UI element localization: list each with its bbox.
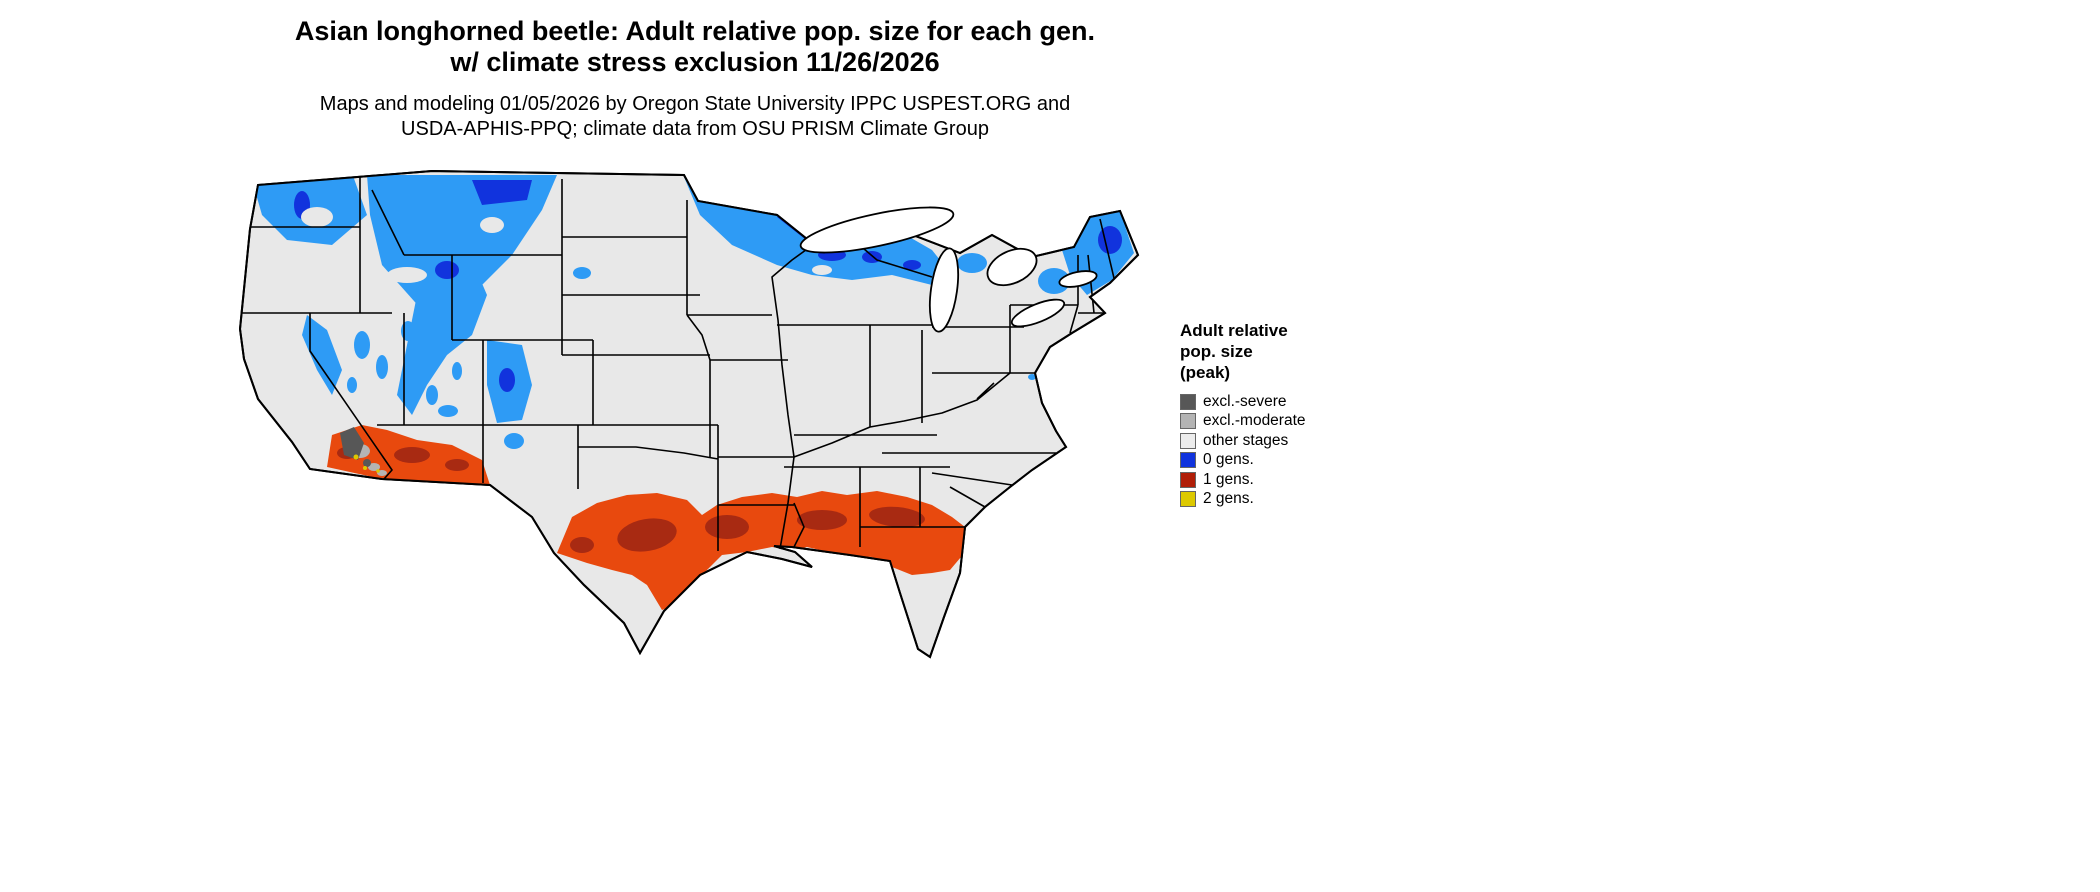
legend-label-1-gens: 1 gens. (1203, 470, 1254, 488)
legend-title-line3: (peak) (1180, 363, 1231, 382)
map-region-2-gens (353, 454, 380, 473)
legend-swatch-2-gens (1180, 491, 1196, 508)
subtitle-line1: Maps and modeling 01/05/2026 by Oregon S… (319, 93, 1071, 115)
legend-label-excl-severe: excl.-severe (1203, 392, 1287, 410)
legend-items: excl.-severe excl.-moderate other stages… (1180, 392, 1370, 509)
legend-item-excl-severe: excl.-severe (1180, 392, 1370, 412)
page-title-line2: w/ climate stress exclusion 11/26/2026 (450, 47, 940, 77)
map-region-1-gens-dark (337, 447, 925, 553)
legend-swatch-excl-moderate (1180, 413, 1196, 430)
legend-swatch-other-stages (1180, 432, 1196, 449)
legend-item-1-gens: 1 gens. (1180, 470, 1370, 490)
lake-superior (799, 206, 955, 254)
subtitle-line2: USDA-APHIS-PPQ; climate data from OSU PR… (401, 118, 989, 140)
conus-map (232, 155, 1140, 665)
legend-title-line2: pop. size (1180, 342, 1253, 361)
legend-item-2-gens: 2 gens. (1180, 490, 1370, 510)
map-legend: Adult relative pop. size (peak) excl.-se… (1180, 320, 1370, 509)
lake-michigan (928, 247, 960, 333)
map-subtitle: Maps and modeling 01/05/2026 by Oregon S… (0, 92, 1390, 142)
legend-label-0-gens: 0 gens. (1203, 451, 1254, 469)
lake-ontario (1058, 270, 1098, 288)
lake-huron (986, 247, 1038, 287)
great-lakes (799, 206, 1098, 333)
legend-swatch-0-gens (1180, 452, 1196, 469)
page-title-line1: Asian longhorned beetle: Adult relative … (294, 16, 1096, 46)
legend-label-other-stages: other stages (1203, 431, 1289, 449)
legend-item-excl-moderate: excl.-moderate (1180, 412, 1370, 432)
legend-title: Adult relative pop. size (peak) (1180, 320, 1370, 383)
legend-title-line1: Adult relative (1180, 321, 1288, 340)
legend-item-other-stages: other stages (1180, 431, 1370, 451)
lake-erie (1010, 298, 1066, 328)
legend-label-2-gens: 2 gens. (1203, 490, 1254, 508)
legend-swatch-1-gens (1180, 471, 1196, 488)
legend-item-0-gens: 0 gens. (1180, 451, 1370, 471)
conus-map-svg (239, 170, 1139, 658)
legend-swatch-excl-severe (1180, 393, 1196, 410)
map-region-basin-holes (301, 207, 832, 283)
legend-label-excl-moderate: excl.-moderate (1203, 412, 1306, 430)
map-region-excl-severe (340, 427, 371, 467)
map-header: Asian longhorned beetle: Adult relative … (0, 16, 1390, 142)
